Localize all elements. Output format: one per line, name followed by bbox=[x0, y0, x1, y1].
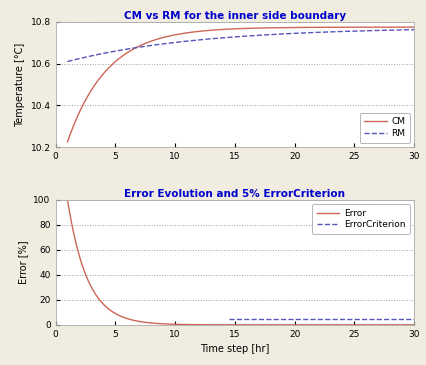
Line: Error: Error bbox=[67, 200, 413, 325]
ErrorCriterion bbox=[275, 316, 280, 321]
Error bbox=[271, 323, 276, 327]
CM bbox=[231, 27, 236, 31]
Error bbox=[229, 323, 234, 327]
ErrorCriterion bbox=[395, 316, 400, 321]
Line: RM: RM bbox=[67, 30, 413, 62]
Error bbox=[252, 323, 257, 327]
RM bbox=[229, 35, 234, 39]
CM bbox=[348, 25, 354, 30]
ErrorCriterion bbox=[226, 316, 231, 321]
Error bbox=[411, 323, 416, 327]
RM bbox=[348, 29, 354, 33]
RM bbox=[231, 35, 236, 39]
CM bbox=[402, 25, 407, 29]
Line: CM: CM bbox=[67, 27, 413, 142]
Error bbox=[348, 323, 354, 327]
CM bbox=[65, 140, 70, 144]
ErrorCriterion bbox=[260, 316, 265, 321]
Legend: CM, RM: CM, RM bbox=[359, 113, 409, 143]
ErrorCriterion bbox=[237, 316, 242, 321]
Error bbox=[402, 323, 407, 327]
RM bbox=[402, 28, 407, 32]
CM bbox=[271, 26, 276, 30]
ErrorCriterion bbox=[233, 316, 238, 321]
CM bbox=[411, 25, 416, 29]
X-axis label: Time step [hr]: Time step [hr] bbox=[200, 344, 269, 354]
Title: Error Evolution and 5% ErrorCriterion: Error Evolution and 5% ErrorCriterion bbox=[124, 189, 345, 199]
ErrorCriterion bbox=[411, 316, 416, 321]
RM bbox=[271, 32, 276, 36]
RM bbox=[252, 33, 257, 38]
RM bbox=[411, 27, 416, 32]
Error bbox=[65, 197, 70, 202]
CM bbox=[229, 27, 234, 31]
Title: CM vs RM for the inner side boundary: CM vs RM for the inner side boundary bbox=[124, 11, 345, 21]
Error bbox=[231, 323, 236, 327]
Legend: Error, ErrorCriterion: Error, ErrorCriterion bbox=[311, 204, 409, 234]
ErrorCriterion bbox=[401, 316, 406, 321]
RM bbox=[65, 59, 70, 64]
Y-axis label: Temperature [°C]: Temperature [°C] bbox=[15, 42, 25, 127]
CM bbox=[252, 26, 257, 30]
Y-axis label: Error [%]: Error [%] bbox=[18, 241, 28, 284]
